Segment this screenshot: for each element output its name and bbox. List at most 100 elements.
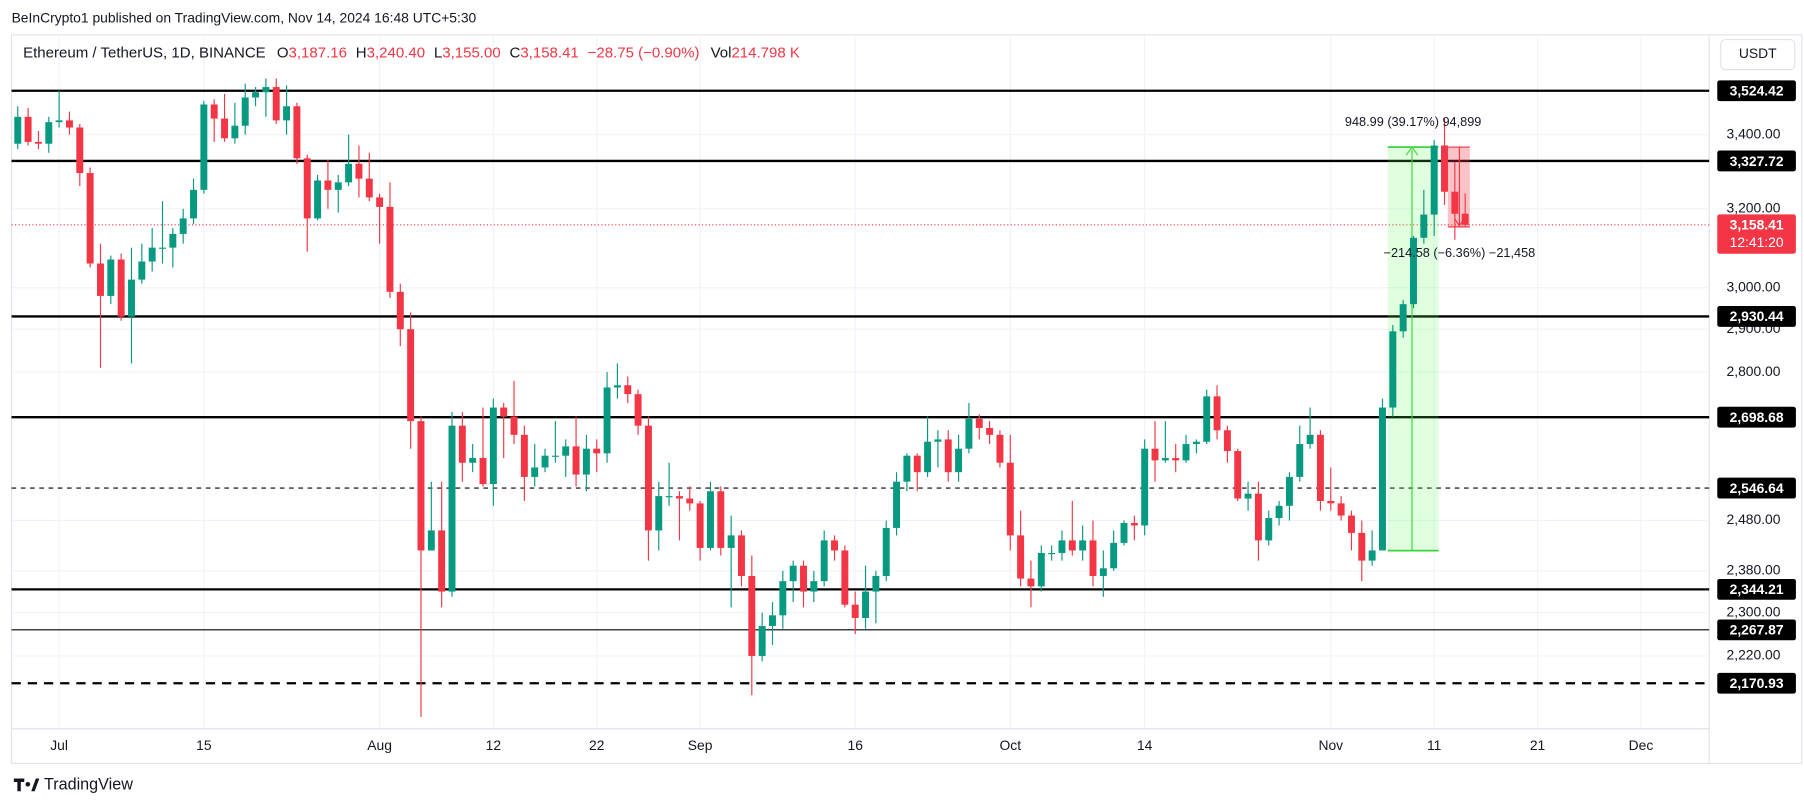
candle-body (986, 427, 994, 435)
candle-body (365, 178, 373, 198)
candle-body (748, 575, 756, 656)
level-price-tag (1717, 578, 1796, 600)
candle-body (1027, 578, 1035, 587)
candle-body (1389, 331, 1397, 408)
candle-body (603, 387, 611, 454)
candle-body (117, 259, 125, 317)
candle-body (417, 421, 425, 551)
candle-body (520, 434, 528, 477)
candle-body (965, 418, 973, 449)
candle-body (758, 626, 766, 656)
y-tick-label: 3,000.00 (1727, 278, 1781, 294)
candle-body (1151, 448, 1159, 461)
candle-body (1327, 500, 1335, 504)
level-price-tag (1717, 619, 1796, 641)
legend-key: C (509, 44, 520, 61)
candle-body (1192, 441, 1200, 445)
candle-body (706, 491, 714, 548)
x-tick-label: Jul (50, 737, 68, 753)
candle-body (489, 407, 497, 485)
candle-body (407, 329, 415, 422)
candles (14, 78, 1469, 717)
candle-body (810, 581, 818, 592)
candle-body (1110, 542, 1118, 569)
currency-button[interactable] (1720, 38, 1796, 71)
measure-label: 948.99 (39.17%) 94,899 (1345, 114, 1481, 129)
candle-body (200, 104, 208, 190)
candle-body (1099, 568, 1107, 576)
legend-value: 3,187.16 (289, 44, 347, 61)
candle-body (862, 591, 870, 618)
current-price-label: 3,158.41 (1730, 217, 1784, 233)
legend-key: L (434, 44, 442, 61)
legend-value: 3,158.41 (520, 44, 578, 61)
candle-body (396, 291, 404, 330)
measure-arrowhead (1405, 146, 1419, 156)
candle-body (1399, 304, 1407, 332)
brand-logo (13, 778, 40, 792)
legend-symbol: Ethereum / TetherUS, 1D, BINANCE (23, 44, 266, 61)
candle-body (1244, 493, 1252, 499)
candle-body (65, 120, 73, 128)
candle-body (324, 180, 332, 190)
candle-body (1213, 396, 1221, 431)
candle-body (593, 448, 601, 454)
candle-body (427, 530, 435, 551)
y-tick-label: 3,400.00 (1727, 125, 1781, 141)
level-price-tag (1717, 672, 1796, 694)
candle-body (1451, 191, 1459, 214)
currency-label[interactable]: USDT (1739, 45, 1777, 61)
candle-body (138, 261, 146, 280)
candle-body (272, 87, 280, 121)
candle-body (293, 106, 301, 159)
candle-body (1037, 552, 1045, 587)
candle-body (903, 455, 911, 482)
level-price-label: 2,546.64 (1730, 480, 1784, 496)
candle-body (107, 259, 115, 296)
candle-body (1368, 550, 1376, 561)
candle-body (345, 163, 353, 183)
candle-body (1306, 434, 1314, 445)
candle-body (1234, 451, 1242, 499)
level-price-label: 2,170.93 (1730, 675, 1784, 691)
candle-body (934, 439, 942, 442)
candle-body (1285, 476, 1293, 506)
candle-body (820, 540, 828, 582)
candle-body (1161, 458, 1169, 461)
candle-body (231, 125, 239, 139)
legend-value: 3,240.40 (367, 44, 425, 61)
candle-body (1316, 434, 1324, 501)
level-price-label: 2,344.21 (1730, 581, 1784, 597)
candle-body (190, 189, 197, 219)
legend-key: O (277, 44, 289, 61)
legend-key: H (356, 44, 367, 61)
candle-body (438, 530, 446, 592)
candle-body (831, 540, 838, 551)
candle-body (448, 425, 456, 592)
candle-body (789, 565, 797, 582)
candle-body (500, 407, 508, 417)
candle-body (1223, 430, 1231, 452)
level-price-label: 3,327.72 (1730, 153, 1784, 169)
candle-body (634, 394, 642, 426)
candle-body (1203, 396, 1211, 442)
candle-body (562, 446, 570, 456)
legend-change: −28.75 (−0.90%) (588, 44, 700, 61)
candle-body (45, 122, 53, 144)
level-price-tag (1717, 150, 1796, 172)
candle-body (1254, 493, 1262, 541)
candle-body (510, 416, 518, 435)
candle-body (1141, 448, 1149, 526)
candle-body (376, 197, 384, 207)
candle-body (1006, 462, 1014, 536)
level-price-tag (1717, 306, 1796, 327)
candle-body (944, 439, 952, 473)
candle-body (1182, 444, 1190, 461)
candle-body (1275, 505, 1283, 519)
y-tick-label: 3,200.00 (1727, 199, 1781, 215)
countdown-label: 12:41:20 (1730, 234, 1784, 250)
candle-body (221, 118, 229, 139)
grid (11, 34, 1710, 729)
candle-body (1089, 540, 1097, 576)
